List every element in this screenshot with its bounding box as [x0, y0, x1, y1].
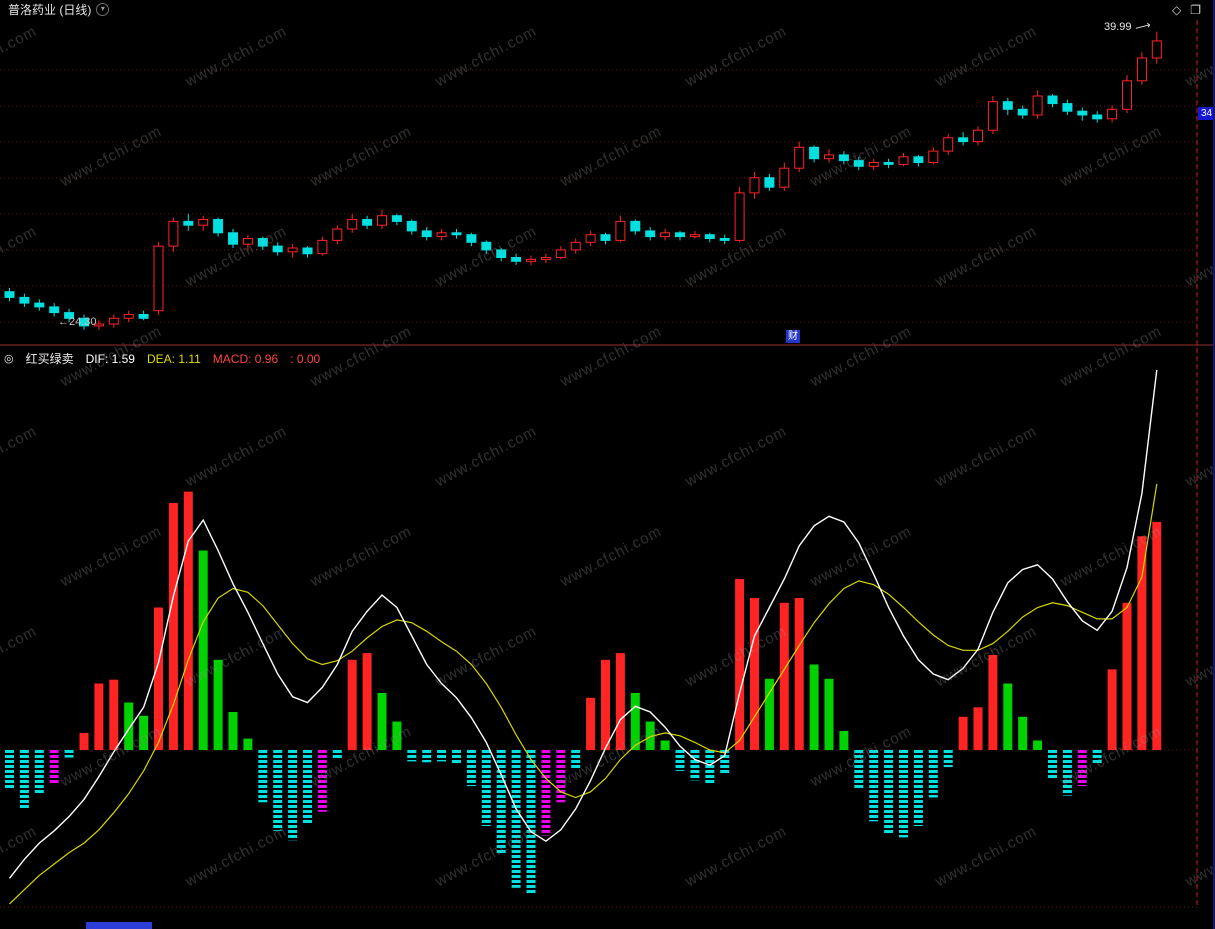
price-tag-badge: 34	[1198, 107, 1215, 120]
window-right-border	[1213, 0, 1215, 929]
macd-value: MACD: 0.96	[212, 351, 279, 366]
diamond-icon[interactable]: ◇	[1172, 2, 1182, 17]
candles-layer	[4, 31, 1162, 330]
stock-title: 普洛药业 (日线)	[8, 3, 92, 17]
grid-lines	[0, 69, 1197, 908]
indicator-icon[interactable]: ◎	[4, 353, 14, 365]
indicator-header: ◎ 红买绿卖 DIF: 1.59 DEA: 1.11 MACD: 0.96 : …	[4, 350, 320, 367]
arrow-right-icon: ⟶	[1133, 19, 1152, 35]
price-high-label: 39.99 ⟶	[1104, 19, 1152, 35]
dea-value: DEA: 1.11	[146, 351, 201, 366]
macd-extra-value: : 0.00	[290, 351, 321, 366]
dea-line	[9, 483, 1158, 905]
price-low-label: ←24.30	[58, 316, 97, 328]
macd-bars-layer	[5, 491, 1162, 895]
window-icons: ◇ ❐	[1172, 3, 1201, 17]
chevron-down-icon[interactable]: ▾	[96, 3, 110, 16]
titlebar: 普洛药业 (日线) ▾ ◇ ❐	[0, 0, 1215, 19]
partial-next-panel	[86, 922, 152, 929]
news-badge[interactable]: 财	[786, 330, 800, 343]
price-high-value: 39.99	[1104, 21, 1132, 33]
dif-value: DIF: 1.59	[85, 351, 135, 366]
dif-line	[8, 369, 1158, 879]
indicator-name[interactable]: 红买绿卖	[25, 352, 74, 366]
panel-icon[interactable]: ❐	[1190, 2, 1201, 17]
